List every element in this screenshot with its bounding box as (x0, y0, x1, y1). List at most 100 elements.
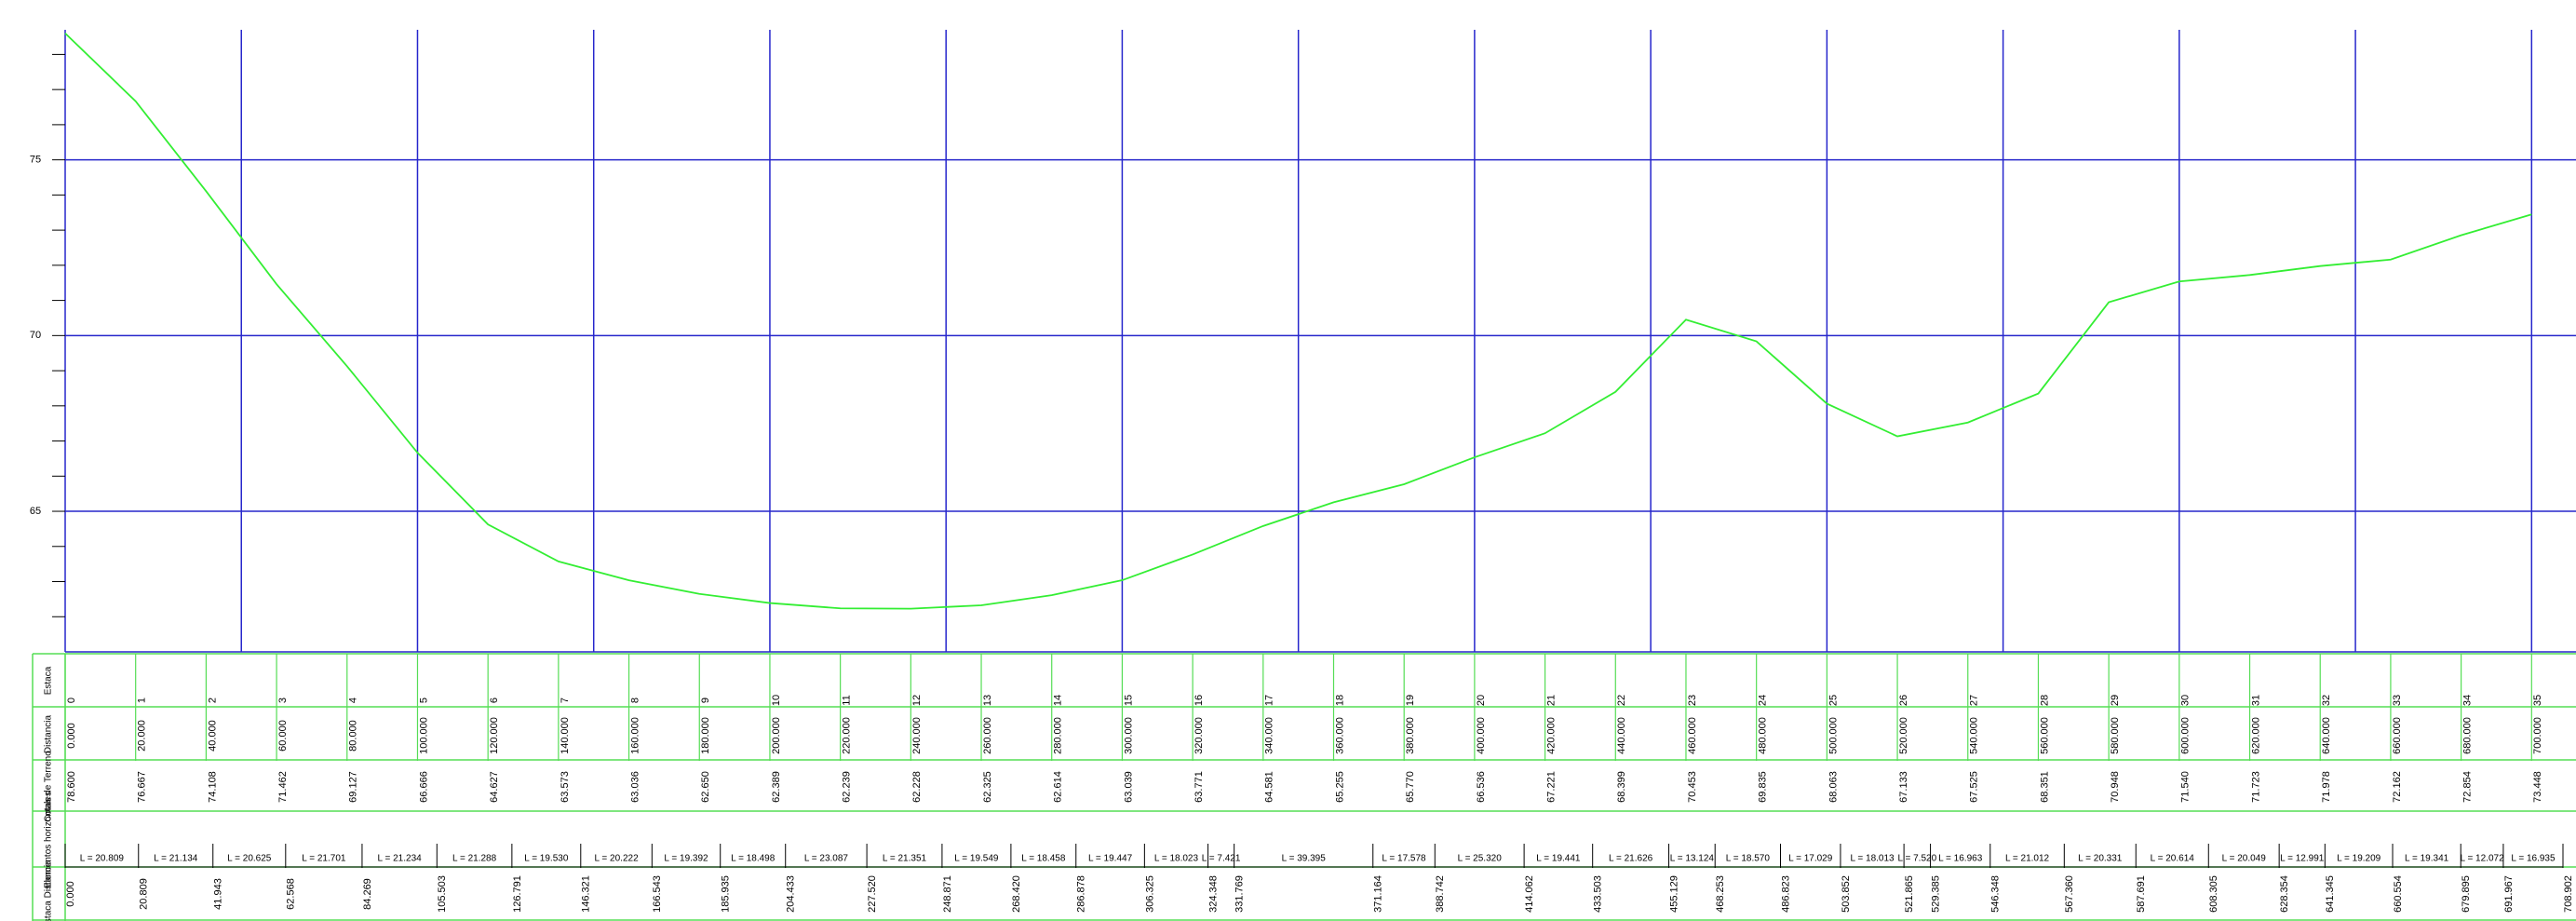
vertex-label: 146.321 (581, 875, 592, 913)
vertex-label: 166.543 (652, 875, 663, 913)
elevation-label: 68.399 (1616, 771, 1627, 803)
element-length: L = 18.458 (1021, 854, 1066, 864)
elevation-label: 64.581 (1264, 771, 1275, 803)
station-label: 20 (1476, 695, 1487, 706)
vertex-label: 679.895 (2461, 875, 2472, 913)
element-length: L = 20.222 (594, 854, 639, 864)
elevation-label: 67.221 (1545, 771, 1557, 803)
station-label: 10 (771, 695, 782, 706)
station-label: 21 (1545, 695, 1557, 706)
vertex-label: 185.935 (721, 875, 732, 913)
distance-label: 640.000 (2321, 717, 2332, 754)
elevation-label: 62.239 (842, 771, 853, 803)
distance-label: 20.000 (137, 720, 148, 752)
elevation-label: 66.536 (1476, 771, 1487, 803)
station-label: 5 (418, 698, 429, 703)
distance-label: 400.000 (1476, 717, 1487, 754)
element-length: L = 21.288 (452, 854, 497, 864)
distance-label: 520.000 (1898, 717, 1909, 754)
element-length: L = 13.124 (1670, 854, 1715, 864)
distance-label: 240.000 (911, 717, 923, 754)
y-tick-label: 70 (30, 330, 41, 341)
elevation-label: 65.255 (1334, 771, 1345, 803)
vertex-label: 433.503 (1593, 875, 1604, 913)
vertex-label: 388.742 (1435, 875, 1446, 913)
elevation-label: 63.771 (1194, 771, 1205, 803)
element-length: L = 17.578 (1382, 854, 1426, 864)
elevation-label: 65.770 (1405, 771, 1416, 803)
vertex-label: 503.852 (1841, 875, 1852, 913)
station-label: 31 (2250, 695, 2261, 706)
elevation-label: 71.462 (277, 771, 289, 803)
station-label: 15 (1123, 695, 1134, 706)
elevation-label: 68.351 (2039, 771, 2050, 803)
vertex-label: 248.871 (942, 875, 953, 913)
elevation-label: 62.325 (982, 771, 993, 803)
element-length: L = 16.935 (2511, 854, 2556, 864)
element-length: L = 12.072 (2460, 854, 2504, 864)
row-label: Distancia (44, 715, 54, 754)
element-length: L = 7.421 (1202, 854, 1241, 864)
element-length: L = 7.520 (1898, 854, 1937, 864)
distance-label: 120.000 (489, 717, 500, 754)
vertex-label: 641.345 (2325, 875, 2336, 913)
distance-label: 40.000 (207, 720, 218, 752)
distance-label: 380.000 (1405, 717, 1416, 754)
vertex-label: 204.433 (786, 875, 797, 913)
distance-label: 160.000 (629, 717, 641, 754)
element-length: L = 21.701 (302, 854, 346, 864)
elevation-label: 63.036 (629, 771, 641, 803)
elevation-label: 67.133 (1898, 771, 1909, 803)
distance-label: 260.000 (982, 717, 993, 754)
vertex-label: 306.325 (1144, 875, 1155, 913)
vertex-label: 84.269 (362, 878, 373, 910)
station-label: 16 (1194, 695, 1205, 706)
element-length: L = 19.447 (1088, 854, 1133, 864)
station-label: 17 (1264, 695, 1275, 706)
distance-label: 600.000 (2180, 717, 2192, 754)
elevation-label: 63.573 (560, 771, 571, 803)
element-length: L = 19.341 (2405, 854, 2449, 864)
elevation-label: 67.525 (1969, 771, 1980, 803)
vertex-label: 486.823 (1780, 875, 1791, 913)
distance-label: 460.000 (1687, 717, 1698, 754)
station-label: 7 (560, 698, 571, 703)
station-label: 25 (1827, 695, 1839, 706)
distance-label: 280.000 (1053, 717, 1064, 754)
station-label: 34 (2462, 695, 2474, 706)
distance-label: 340.000 (1264, 717, 1275, 754)
vertex-label: 529.385 (1930, 875, 1941, 913)
station-label: 9 (700, 698, 711, 703)
element-length: L = 16.963 (1938, 854, 1983, 864)
element-length: L = 21.134 (154, 854, 198, 864)
elevation-label: 69.835 (1758, 771, 1769, 803)
distance-label: 480.000 (1758, 717, 1769, 754)
distance-label: 500.000 (1827, 717, 1839, 754)
element-length: L = 21.234 (378, 854, 423, 864)
vertex-label: 20.809 (139, 878, 150, 910)
element-length: L = 21.626 (1609, 854, 1653, 864)
elevation-label: 71.540 (2180, 771, 2192, 803)
elevation-label: 62.228 (911, 771, 923, 803)
elevation-label: 64.627 (489, 771, 500, 803)
elevation-label: 62.614 (1053, 771, 1064, 803)
station-label: 26 (1898, 695, 1909, 706)
station-label: 27 (1969, 695, 1980, 706)
station-label: 11 (842, 695, 853, 705)
station-label: 1 (137, 698, 148, 703)
element-length: L = 20.331 (2078, 854, 2123, 864)
element-length: L = 19.530 (524, 854, 569, 864)
vertex-label: 546.348 (1990, 875, 2002, 913)
elevation-label: 71.723 (2250, 771, 2261, 803)
distance-label: 420.000 (1545, 717, 1557, 754)
elevation-label: 66.666 (418, 771, 429, 803)
distance-label: 660.000 (2392, 717, 2403, 754)
vertex-label: 414.062 (1524, 875, 1535, 913)
elevation-label: 73.448 (2532, 771, 2543, 803)
station-label: 0 (66, 698, 77, 703)
vertex-label: 468.253 (1715, 875, 1726, 913)
station-label: 4 (348, 698, 359, 703)
vertex-label: 126.791 (512, 875, 523, 913)
vertex-label: 660.554 (2393, 875, 2404, 913)
element-length: L = 20.809 (80, 854, 125, 864)
